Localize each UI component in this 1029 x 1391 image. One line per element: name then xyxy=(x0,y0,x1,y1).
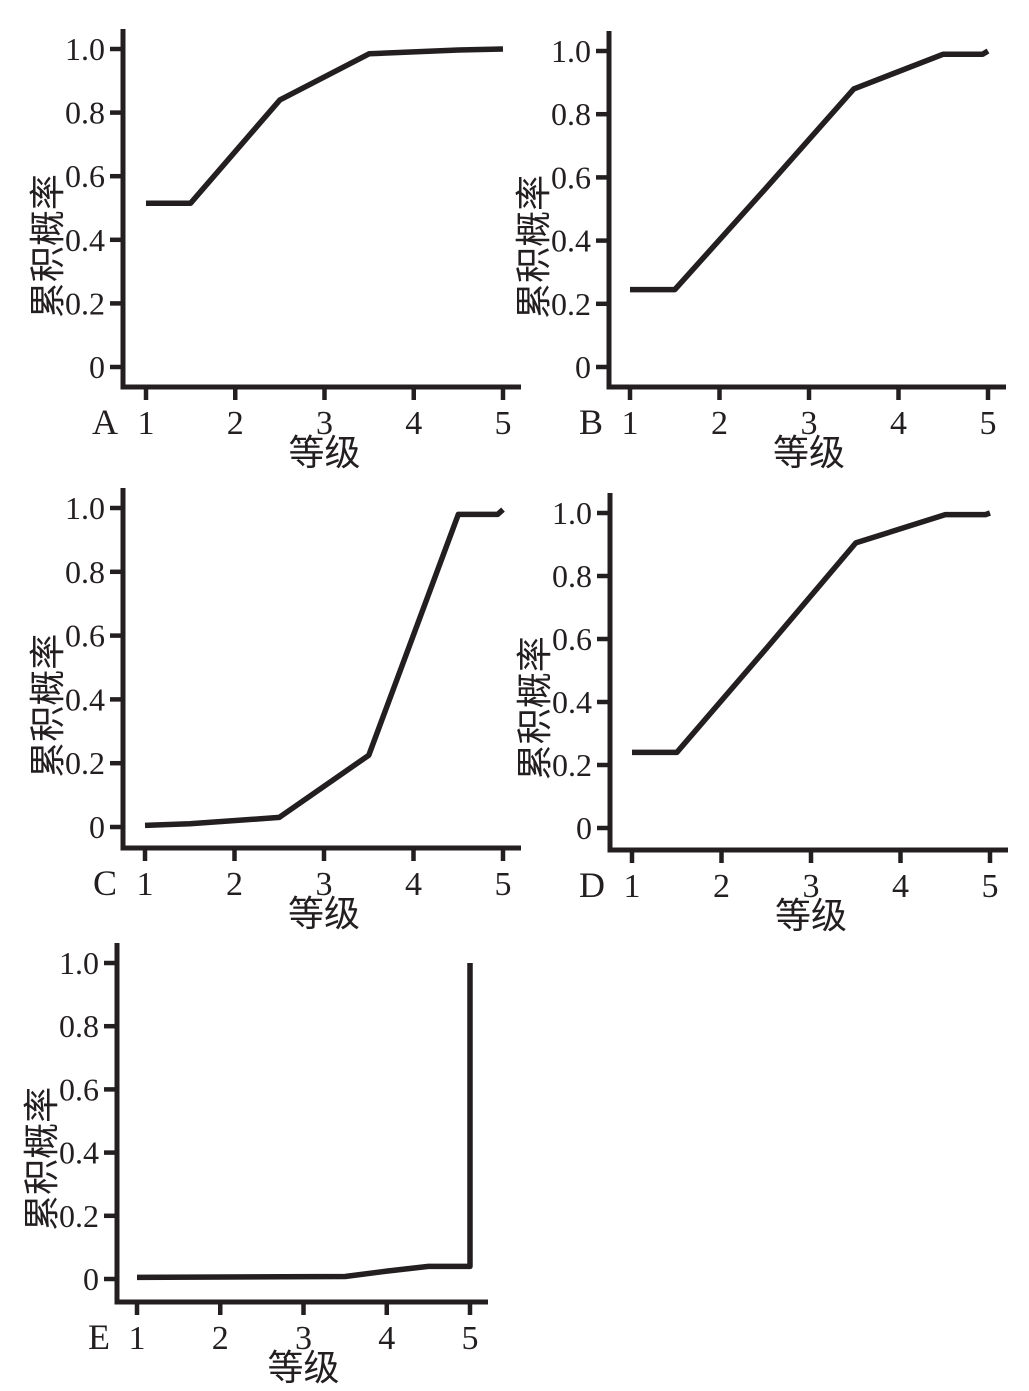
x-tick-label: 1 xyxy=(622,405,639,442)
x-tick-label: 4 xyxy=(405,405,422,442)
x-axis-label: 等级 xyxy=(288,894,360,934)
y-tick-label: 0.6 xyxy=(59,1071,99,1107)
panel-label: D xyxy=(579,865,605,905)
y-tick-label: 0.4 xyxy=(552,684,592,720)
x-tick-label: 2 xyxy=(226,866,243,903)
y-tick-label: 0.8 xyxy=(65,554,105,590)
panel-label: C xyxy=(93,863,117,903)
y-axis-label: 累积概率 xyxy=(515,636,555,780)
x-axis-label: 等级 xyxy=(267,1348,339,1388)
y-tick-label: 1.0 xyxy=(65,490,105,526)
y-tick-label: 1.0 xyxy=(65,31,105,67)
y-tick-label: 1.0 xyxy=(551,33,591,69)
series-line xyxy=(146,46,504,206)
chart-panel-a: 0 0.2 0.4 0.6 0.8 1.0 1 2 3 4 5 A 等级 累积概率 xyxy=(0,0,529,470)
y-tick-label: 0.2 xyxy=(59,1198,99,1234)
series-line xyxy=(136,963,473,1281)
y-tick-label: 0.2 xyxy=(65,745,105,781)
y-tick-label: 0.8 xyxy=(552,558,592,594)
panel-label: B xyxy=(579,402,603,442)
y-tick-label: 1.0 xyxy=(552,495,592,531)
x-tick-label: 5 xyxy=(982,868,999,905)
x-axis-label: 等级 xyxy=(773,433,845,470)
x-tick-label: 3 xyxy=(316,405,333,442)
chart-panel-b: 0 0.2 0.4 0.6 0.8 1.0 1 2 3 4 5 B 等级 累积概率 xyxy=(515,0,1029,470)
chart-e-svg: 0 0.2 0.4 0.6 0.8 1.0 1 2 3 4 5 E 等级 累积概率 xyxy=(22,943,488,1388)
chart-c-svg: 0 0.2 0.4 0.6 0.8 1.0 1 2 3 4 5 C 等级 累积概率 xyxy=(28,488,521,934)
x-tick-label: 4 xyxy=(405,866,422,903)
x-tick-label: 4 xyxy=(892,868,909,905)
y-tick-label: 0.6 xyxy=(65,158,105,194)
series-line xyxy=(144,507,505,829)
y-tick-label: 0.2 xyxy=(65,285,105,321)
y-tick-label: 0 xyxy=(89,809,105,845)
y-tick-label: 0 xyxy=(575,349,591,385)
y-axis-label: 累积概率 xyxy=(515,175,554,319)
x-tick-label: 1 xyxy=(138,405,155,442)
y-tick-label: 0.2 xyxy=(551,286,591,322)
x-tick-label: 1 xyxy=(624,868,641,905)
y-tick-label: 0 xyxy=(576,810,592,846)
y-tick-label: 0.6 xyxy=(552,621,592,657)
y-axis-label: 累积概率 xyxy=(22,1087,62,1231)
y-axis-label: 累积概率 xyxy=(28,174,68,318)
chart-panel-c: 0 0.2 0.4 0.6 0.8 1.0 1 2 3 4 5 C 等级 累积概率 xyxy=(0,470,529,940)
x-tick-label: 4 xyxy=(378,1320,395,1357)
x-axis-label: 等级 xyxy=(288,433,360,470)
y-tick-label: 0.4 xyxy=(65,222,105,258)
y-tick-label: 0.8 xyxy=(59,1008,99,1044)
y-tick-label: 0 xyxy=(89,349,105,385)
x-tick-label: 1 xyxy=(137,866,154,903)
chart-d-svg: 0 0.2 0.4 0.6 0.8 1.0 1 2 3 4 5 D 等级 累积概率 xyxy=(515,493,1008,936)
x-tick-label: 3 xyxy=(801,405,818,442)
y-tick-label: 0.8 xyxy=(65,95,105,131)
chart-panel-d: 0 0.2 0.4 0.6 0.8 1.0 1 2 3 4 5 D 等级 累积概率 xyxy=(515,470,1029,940)
x-tick-label: 4 xyxy=(890,405,907,442)
y-tick-label: 0.4 xyxy=(65,681,105,717)
series-line xyxy=(630,48,990,293)
x-tick-label: 2 xyxy=(212,1320,229,1357)
y-tick-label: 0.2 xyxy=(552,747,592,783)
x-tick-label: 2 xyxy=(713,868,730,905)
y-tick-label: 0.6 xyxy=(65,618,105,654)
x-tick-label: 2 xyxy=(227,405,244,442)
x-tick-label: 5 xyxy=(495,405,512,442)
x-tick-label: 3 xyxy=(803,868,820,905)
y-tick-label: 1.0 xyxy=(59,945,99,981)
y-tick-label: 0.8 xyxy=(551,96,591,132)
x-tick-label: 3 xyxy=(295,1320,312,1357)
series-line xyxy=(632,510,991,756)
panel-label: E xyxy=(88,1317,110,1357)
chart-a-svg: 0 0.2 0.4 0.6 0.8 1.0 1 2 3 4 5 A 等级 累积概率 xyxy=(28,29,521,470)
chart-b-svg: 0 0.2 0.4 0.6 0.8 1.0 1 2 3 4 5 B 等级 累积概率 xyxy=(515,31,1006,470)
y-tick-label: 0.4 xyxy=(59,1135,99,1171)
x-tick-label: 1 xyxy=(129,1320,146,1357)
x-tick-label: 2 xyxy=(711,405,728,442)
panel-label: A xyxy=(92,402,118,442)
chart-panel-e: 0 0.2 0.4 0.6 0.8 1.0 1 2 3 4 5 E 等级 累积概率 xyxy=(0,930,560,1391)
x-tick-label: 5 xyxy=(495,866,512,903)
y-tick-label: 0 xyxy=(83,1261,99,1297)
x-tick-label: 3 xyxy=(316,866,333,903)
x-tick-label: 5 xyxy=(980,405,997,442)
y-axis-label: 累积概率 xyxy=(28,634,68,778)
y-tick-label: 0.4 xyxy=(551,223,591,259)
x-axis-label: 等级 xyxy=(775,896,847,936)
x-tick-label: 5 xyxy=(462,1320,479,1357)
y-tick-label: 0.6 xyxy=(551,159,591,195)
